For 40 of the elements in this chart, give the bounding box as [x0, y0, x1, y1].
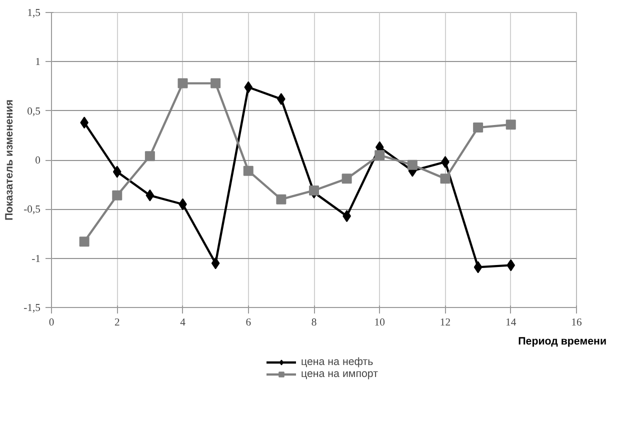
y-tick-label: 0 — [35, 156, 40, 166]
y-tick-label: 1,5 — [27, 8, 41, 19]
point — [474, 261, 482, 274]
x-axis-title: Период времени — [518, 336, 607, 348]
point — [210, 78, 221, 88]
point — [374, 150, 385, 160]
point — [146, 189, 154, 202]
point — [144, 151, 155, 162]
legend-label: цена на импорт — [300, 368, 378, 380]
point — [178, 78, 188, 88]
y-axis-title: Показатель изменения — [4, 99, 16, 221]
x-tick-label: 0 — [48, 318, 54, 328]
legend-label: цена на нефть — [300, 356, 374, 368]
point — [112, 190, 122, 200]
y-tick-label: 1 — [35, 57, 40, 68]
point — [79, 236, 90, 247]
point — [211, 257, 220, 270]
x-tick-label: 6 — [246, 318, 252, 328]
x-tick-label: 4 — [180, 318, 186, 328]
x-tick-label: 8 — [311, 318, 317, 328]
x-tick-label: 16 — [571, 318, 582, 328]
x-tick-label: 10 — [374, 318, 385, 328]
point — [440, 174, 450, 184]
x-tick-label: 2 — [114, 318, 120, 328]
x-tick-label: 14 — [506, 318, 517, 328]
y-tick-label: -1,5 — [24, 303, 41, 314]
x-tick-label: 12 — [440, 318, 451, 328]
point — [473, 122, 484, 133]
point — [342, 174, 352, 184]
y-tick-label: -1 — [32, 254, 41, 265]
point — [506, 259, 516, 272]
point — [407, 160, 418, 170]
point — [112, 166, 122, 178]
point — [243, 166, 254, 176]
y-tick-label: -0,5 — [24, 204, 41, 216]
point — [244, 81, 253, 94]
point — [506, 120, 516, 130]
y-tick-label: 0,5 — [27, 106, 41, 118]
point — [309, 185, 319, 196]
point — [276, 194, 286, 204]
